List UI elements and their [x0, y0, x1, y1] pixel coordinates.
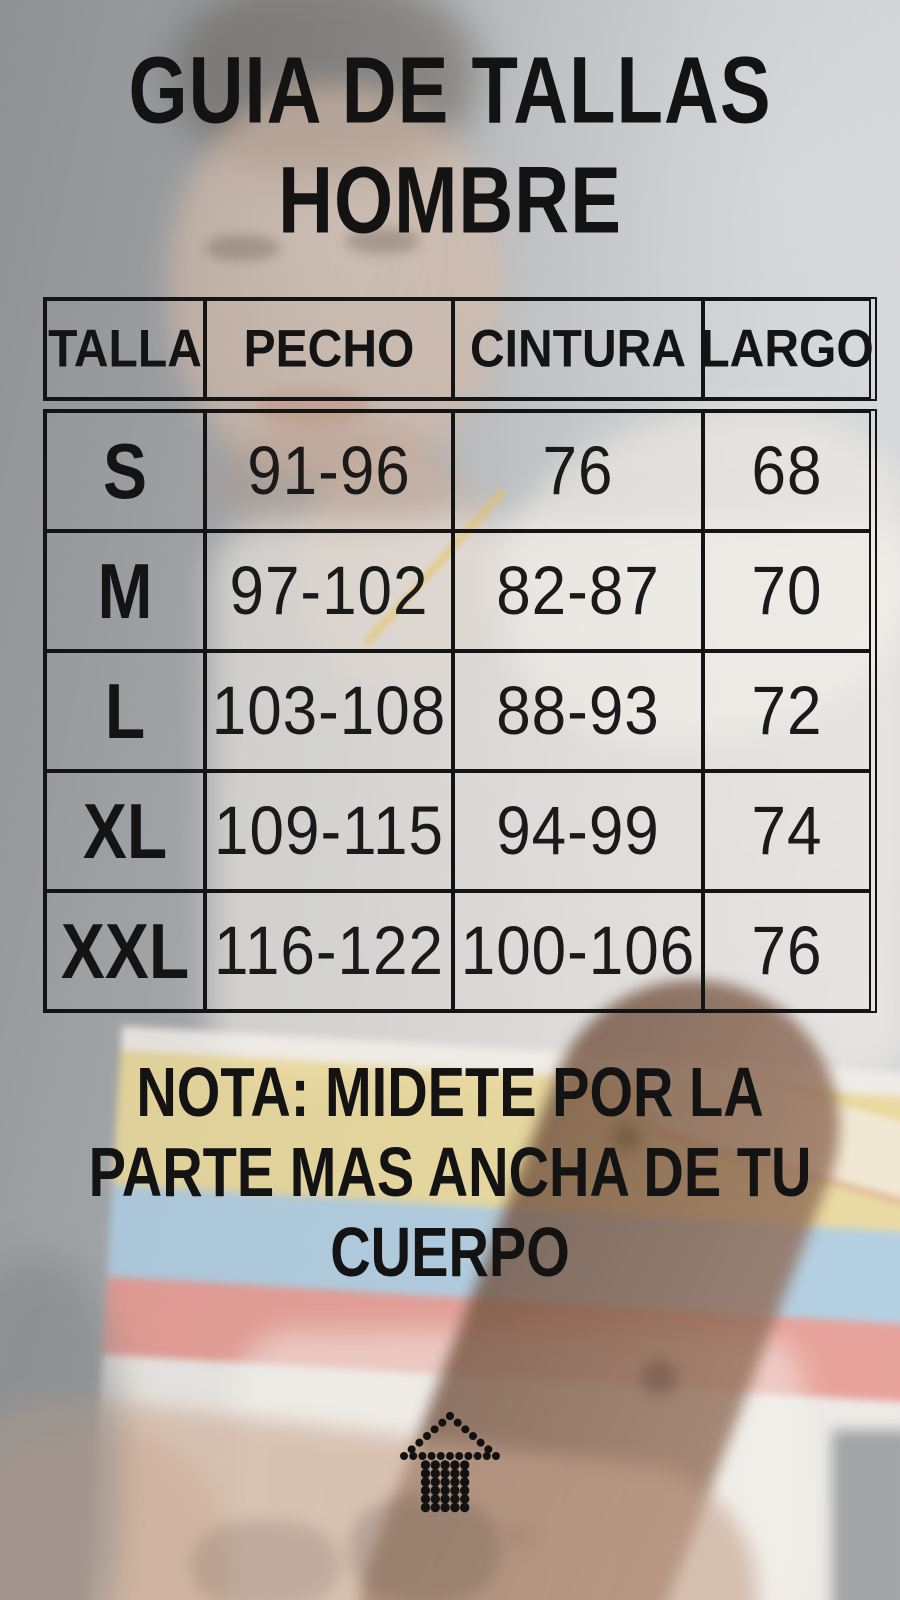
bg-tattoo-cross [350, 1495, 500, 1600]
note-line-3: CUERPO [330, 1212, 570, 1291]
page-title-line-1: GUIA DE TALLAS [128, 37, 772, 144]
cintura-value-xxl: 100-106 [453, 891, 703, 1011]
largo-value-xl: 74 [703, 771, 871, 891]
pecho-value-l: 103-108 [205, 651, 453, 771]
largo-value-xxl: 76 [703, 891, 871, 1011]
bg-face [168, 85, 503, 485]
note-line-2: PARTE MAS ANCHA DE TU [88, 1132, 812, 1211]
bg-eyebrow-left [205, 235, 280, 261]
column-header-cintura: CINTURA [453, 299, 703, 399]
largo-value-m: 70 [703, 531, 871, 651]
pecho-value-m: 97-102 [205, 531, 453, 651]
pecho-value-xl: 109-115 [205, 771, 453, 891]
size-table-header: TALLA PECHO CINTURA LARGO [43, 297, 877, 401]
bg-eyebrow-right [345, 228, 420, 254]
column-header-talla: TALLA [45, 299, 205, 399]
largo-value-s: 68 [703, 411, 871, 531]
size-label-xl: XL [45, 771, 205, 891]
bg-lips [255, 388, 370, 426]
pecho-value-xxl: 116-122 [205, 891, 453, 1011]
bg-tattoo-script [190, 1520, 340, 1600]
size-label-xxl: XXL [45, 891, 205, 1011]
size-label-s: S [45, 411, 205, 531]
note-line-1: NOTA: MIDETE POR LA [136, 1052, 764, 1131]
pecho-value-s: 91-96 [205, 411, 453, 531]
size-table-body: S 91-96 76 68 M 97-102 82-87 70 L 103-10… [43, 409, 877, 1013]
largo-value-l: 72 [703, 651, 871, 771]
cintura-value-l: 88-93 [453, 651, 703, 771]
dotted-up-arrow-icon [400, 1412, 500, 1513]
cintura-value-xl: 94-99 [453, 771, 703, 891]
column-header-pecho: PECHO [205, 299, 453, 399]
cintura-value-m: 82-87 [453, 531, 703, 651]
bg-shadow-wedge-left [0, 1260, 120, 1600]
column-header-largo: LARGO [700, 299, 874, 399]
size-label-m: M [45, 531, 205, 651]
bg-gray-strip-right [832, 1430, 900, 1600]
page-title-line-2: HOMBRE [278, 147, 622, 254]
cintura-value-s: 76 [453, 411, 703, 531]
size-label-l: L [45, 651, 205, 771]
